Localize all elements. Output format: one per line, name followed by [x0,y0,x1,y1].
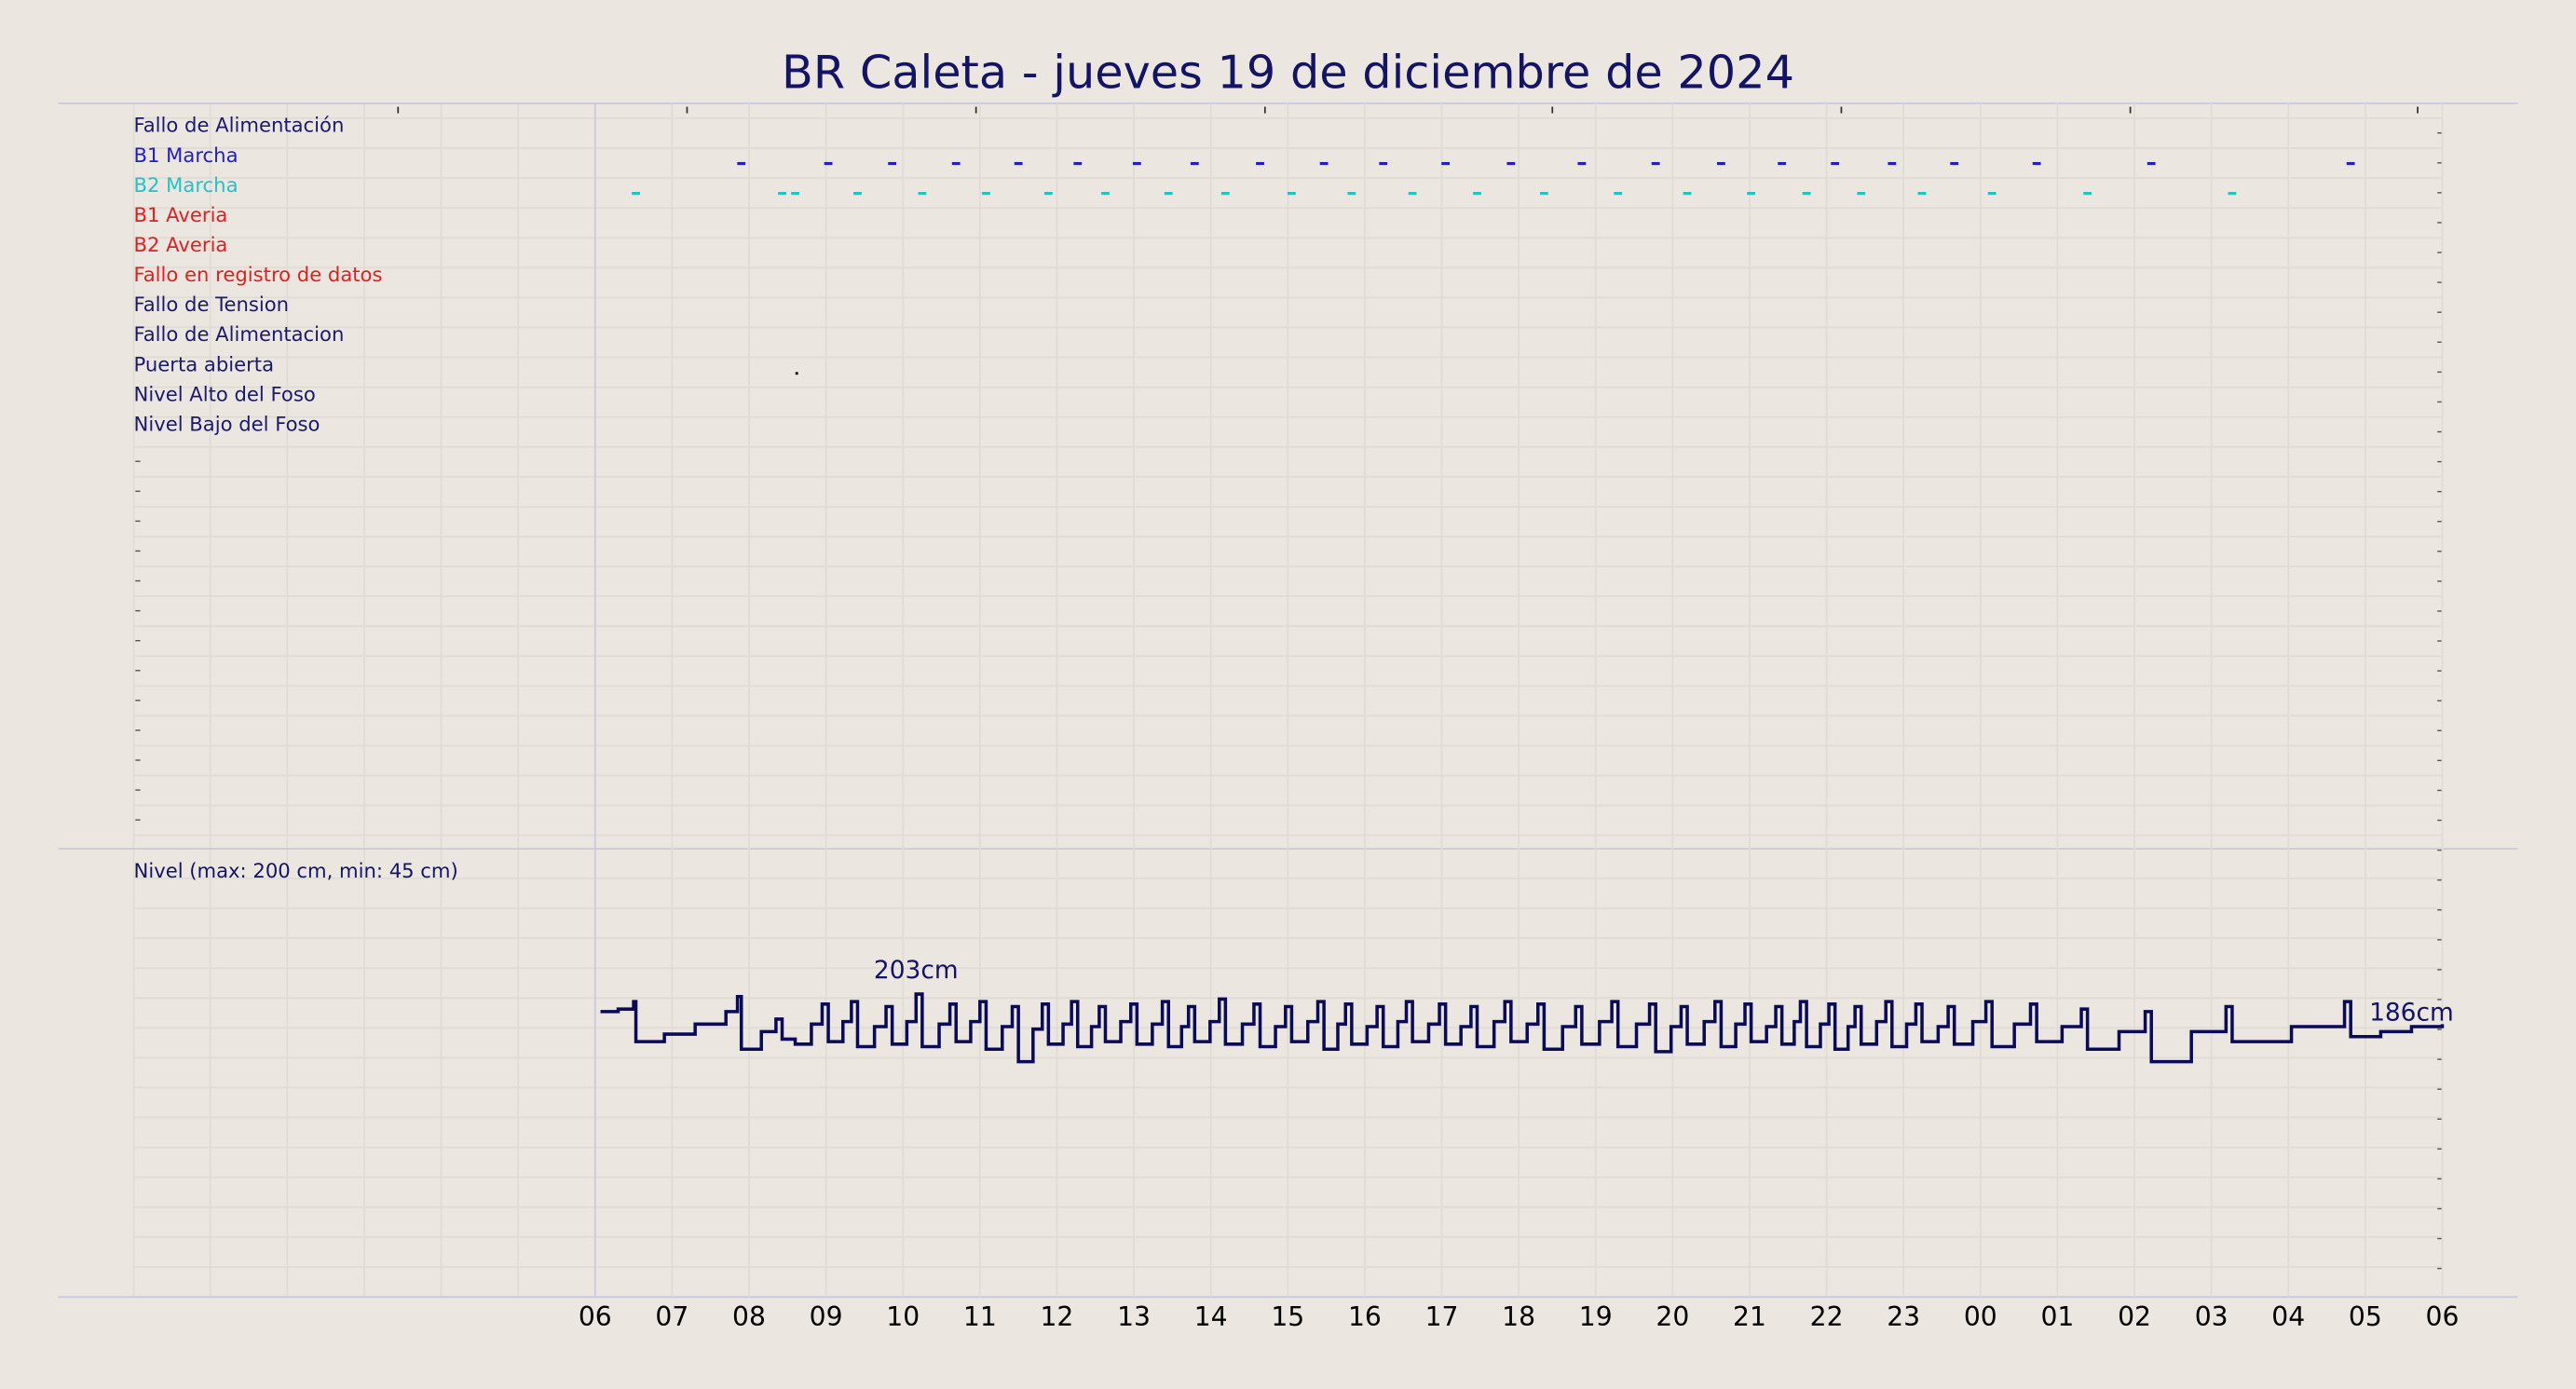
row-label: Fallo de Alimentacion [134,322,345,346]
x-tick-label: 01 [2040,1301,2074,1332]
event-dash [1683,192,1692,196]
event-dash [1408,192,1417,196]
x-tick-label: 03 [2195,1301,2228,1332]
event-dash [951,161,961,166]
event-dash [2083,192,2092,196]
event-dash [1190,161,1199,166]
event-dash [1987,192,1997,196]
event-dash [1132,161,1141,166]
event-dash [1747,192,1756,196]
x-tick-label: 10 [886,1301,920,1332]
event-dash [1716,161,1725,166]
event-dash [1073,161,1083,166]
x-tick-label: 07 [655,1301,688,1332]
x-tick-label: 11 [963,1301,997,1332]
event-dash [1950,161,1959,166]
x-tick-label: 22 [1810,1301,1844,1332]
event-dash [1539,192,1548,196]
row-label: Fallo en registro de datos [134,263,383,286]
event-dash [1917,192,1927,196]
x-tick-label: 17 [1425,1301,1459,1332]
row-label: Fallo de Tension [134,293,290,316]
event-dash [1888,161,1897,166]
event-dash [1164,192,1173,196]
x-tick-label: 20 [1656,1301,1689,1332]
row-label: Fallo de Alimentación [134,114,345,137]
row-label: Puerta abierta [134,352,275,375]
event-dash [778,192,786,196]
annotation: 186cm [2369,999,2454,1028]
x-tick-label: 06 [2426,1301,2460,1332]
row-label: B1 Marcha [134,143,239,167]
event-dash [888,161,897,166]
x-tick-label: 15 [1271,1301,1304,1332]
event-dash [2032,161,2041,166]
x-tick-label: 16 [1348,1301,1382,1332]
event-dash [737,161,746,166]
x-tick-label: 23 [1887,1301,1920,1332]
event-dash [982,192,990,196]
x-tick-label: 09 [810,1301,843,1332]
event-dash [1347,192,1356,196]
event-dash [2228,192,2237,196]
level-line [600,992,2445,1064]
event-dash [853,192,862,196]
x-tick-label: 04 [2271,1301,2305,1332]
event-dash [1288,192,1296,196]
event-dash [1778,161,1787,166]
row-label: Nivel Bajo del Foso [134,412,320,435]
row-label: Nivel Alto del Foso [134,382,316,405]
event-dash [1014,161,1023,166]
event-dot [795,372,798,375]
event-dash [2346,161,2355,166]
event-dash [1256,161,1264,166]
x-tick-label: 00 [1964,1301,1997,1332]
row-label: B2 Averia [134,233,228,256]
row-label: B2 Marcha [134,173,239,197]
event-dash [824,161,833,166]
x-tick-label: 02 [2118,1301,2151,1332]
event-dash [1441,161,1451,166]
event-dash [2147,161,2156,166]
x-tick-label: 19 [1579,1301,1613,1332]
x-tick-label: 14 [1194,1301,1228,1332]
x-tick-label: 08 [732,1301,766,1332]
event-dash [1506,161,1516,166]
event-dash [1043,192,1053,196]
annotation: 203cm [874,956,959,985]
event-dash [1101,192,1110,196]
event-dash [632,192,640,196]
event-dash [1802,192,1811,196]
event-dash [1473,192,1481,196]
x-tick-label: 18 [1502,1301,1535,1332]
x-tick-label: 13 [1117,1301,1151,1332]
event-dash [1577,161,1587,166]
event-dash [1614,192,1623,196]
event-dash [1857,192,1866,196]
x-tick-label: 12 [1041,1301,1074,1332]
event-dash [1379,161,1388,166]
level-label: Nivel (max: 200 cm, min: 45 cm) [134,859,458,882]
chart-title: BR Caleta - jueves 19 de diciembre de 20… [782,46,1794,100]
row-label: B1 Averia [134,203,228,226]
x-tick-label: 06 [579,1301,612,1332]
event-dash [1831,161,1840,166]
event-dash [1220,192,1230,196]
x-tick-label: 21 [1733,1301,1766,1332]
event-dash [791,192,799,196]
event-dash [1651,161,1660,166]
event-dash [918,192,927,196]
event-dash [1319,161,1329,166]
x-tick-label: 05 [2349,1301,2382,1332]
